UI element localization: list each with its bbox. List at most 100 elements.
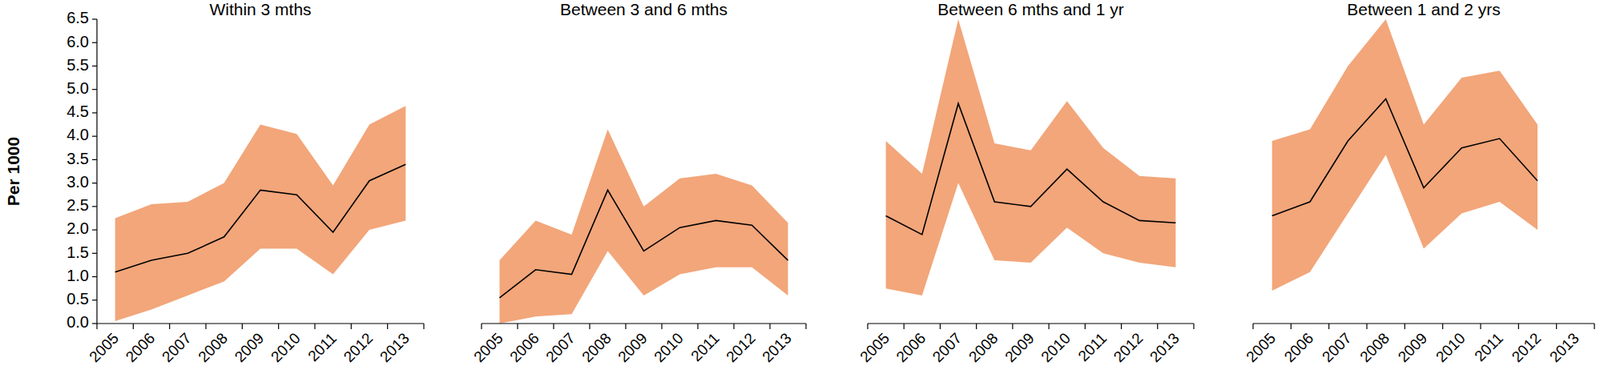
confidence-band bbox=[115, 105, 407, 322]
x-tick-label: 2009 bbox=[231, 330, 268, 367]
plot-area bbox=[499, 128, 789, 324]
x-tick bbox=[624, 323, 626, 330]
x-tick-label: 2007 bbox=[158, 330, 195, 367]
y-tick-label: 3.0 bbox=[66, 173, 89, 191]
x-tick-label: 2010 bbox=[1037, 330, 1074, 367]
y-tick bbox=[92, 65, 97, 67]
x-tick-label: 2006 bbox=[892, 330, 929, 367]
y-tick-label: 5.5 bbox=[66, 56, 89, 74]
y-tick bbox=[92, 299, 97, 301]
x-tick-label: 2010 bbox=[650, 330, 687, 367]
y-tick bbox=[92, 18, 97, 20]
x-tick-label: 2007 bbox=[542, 330, 579, 367]
x-tick-label: 2007 bbox=[1318, 330, 1355, 367]
panel-title: Between 1 and 2 yrs bbox=[1346, 0, 1500, 19]
y-axis-label: Per 1000 bbox=[4, 137, 23, 206]
plot-area bbox=[1272, 19, 1538, 291]
x-tick bbox=[350, 323, 352, 330]
panel: Between 1 and 2 yrs200520062007200820092… bbox=[1242, 0, 1595, 366]
x-tick-label: 2005 bbox=[1242, 330, 1279, 367]
x-tick bbox=[1366, 323, 1367, 330]
x-tick-label: 2013 bbox=[1146, 330, 1183, 367]
x-tick bbox=[1442, 323, 1443, 330]
x-tick bbox=[241, 323, 243, 330]
y-tick-label: 5.0 bbox=[66, 79, 89, 97]
x-tick-label: 2012 bbox=[1508, 330, 1545, 367]
x-tick-label: 2013 bbox=[376, 330, 413, 367]
panel: Between 6 mths and 1 yr20052006200720082… bbox=[856, 0, 1194, 366]
x-tick bbox=[1011, 323, 1013, 330]
x-tick bbox=[278, 323, 279, 330]
rate-line bbox=[115, 164, 407, 272]
x-tick bbox=[769, 323, 770, 330]
x-tick bbox=[1084, 323, 1086, 330]
x-tick bbox=[733, 323, 734, 330]
x-tick bbox=[1192, 323, 1194, 330]
x-tick-label: 2006 bbox=[506, 330, 543, 367]
y-tick-label: 4.5 bbox=[66, 102, 89, 121]
x-tick bbox=[1404, 323, 1406, 330]
x-tick bbox=[1479, 323, 1481, 330]
y-tick bbox=[92, 276, 97, 278]
x-tick bbox=[805, 323, 807, 330]
rate-line bbox=[499, 189, 789, 298]
x-tick bbox=[903, 323, 905, 330]
x-tick bbox=[1518, 323, 1520, 330]
x-tick-label: 2009 bbox=[1001, 330, 1038, 367]
y-tick bbox=[92, 112, 97, 113]
panel-title: Between 6 mths and 1 yr bbox=[937, 0, 1124, 19]
x-axis bbox=[481, 322, 807, 324]
chart-canvas: Within 3 mths200520062007200820092010201… bbox=[0, 0, 1600, 390]
x-tick-label: 2005 bbox=[856, 330, 893, 367]
x-tick bbox=[205, 323, 206, 330]
x-tick-label: 2012 bbox=[340, 330, 377, 367]
y-tick bbox=[92, 253, 97, 254]
panel-title: Within 3 mths bbox=[209, 0, 311, 19]
x-tick bbox=[1328, 323, 1330, 330]
rate-line bbox=[886, 103, 1177, 235]
x-tick-label: 2006 bbox=[122, 330, 159, 367]
x-tick-label: 2011 bbox=[687, 330, 723, 366]
confidence-band bbox=[886, 19, 1177, 296]
x-tick bbox=[1555, 323, 1557, 330]
panel: Between 3 and 6 mths20052006200720082009… bbox=[470, 0, 807, 366]
rate-line bbox=[1272, 98, 1538, 216]
x-tick-label: 2011 bbox=[1471, 330, 1507, 366]
x-tick bbox=[1156, 323, 1158, 330]
x-tick bbox=[866, 323, 868, 330]
panel: Within 3 mths200520062007200820092010201… bbox=[4, 0, 424, 366]
x-tick bbox=[480, 323, 482, 330]
y-tick-label: 1.5 bbox=[66, 243, 89, 262]
panel-title: Between 3 and 6 mths bbox=[560, 0, 728, 19]
x-tick bbox=[588, 323, 590, 330]
x-tick-label: 2010 bbox=[1432, 330, 1469, 367]
x-axis bbox=[867, 322, 1194, 324]
x-tick-label: 2008 bbox=[1356, 330, 1393, 367]
x-tick-label: 2009 bbox=[614, 330, 651, 367]
y-tick bbox=[92, 229, 97, 230]
x-tick-label: 2012 bbox=[722, 330, 759, 367]
x-tick bbox=[552, 323, 554, 330]
x-tick-label: 2009 bbox=[1394, 330, 1431, 367]
x-tick bbox=[516, 323, 518, 330]
x-tick-label: 2005 bbox=[85, 330, 122, 367]
y-tick-label: 2.5 bbox=[66, 196, 89, 214]
x-tick-label: 2007 bbox=[929, 330, 966, 367]
y-tick bbox=[92, 136, 97, 138]
y-tick bbox=[92, 42, 97, 44]
x-tick-label: 2008 bbox=[965, 330, 1002, 367]
x-tick bbox=[423, 323, 424, 330]
x-tick bbox=[697, 323, 698, 330]
x-tick bbox=[314, 323, 315, 330]
plot-area bbox=[115, 105, 407, 322]
x-axis bbox=[1253, 322, 1595, 324]
y-tick bbox=[92, 205, 97, 207]
y-tick bbox=[92, 322, 97, 324]
x-tick-label: 2010 bbox=[267, 330, 304, 367]
confidence-band bbox=[499, 128, 789, 324]
x-tick bbox=[132, 323, 134, 330]
y-tick-label: 4.0 bbox=[66, 125, 89, 144]
y-tick-label: 6.5 bbox=[66, 8, 89, 27]
x-tick bbox=[1252, 323, 1254, 330]
y-tick bbox=[92, 88, 97, 90]
